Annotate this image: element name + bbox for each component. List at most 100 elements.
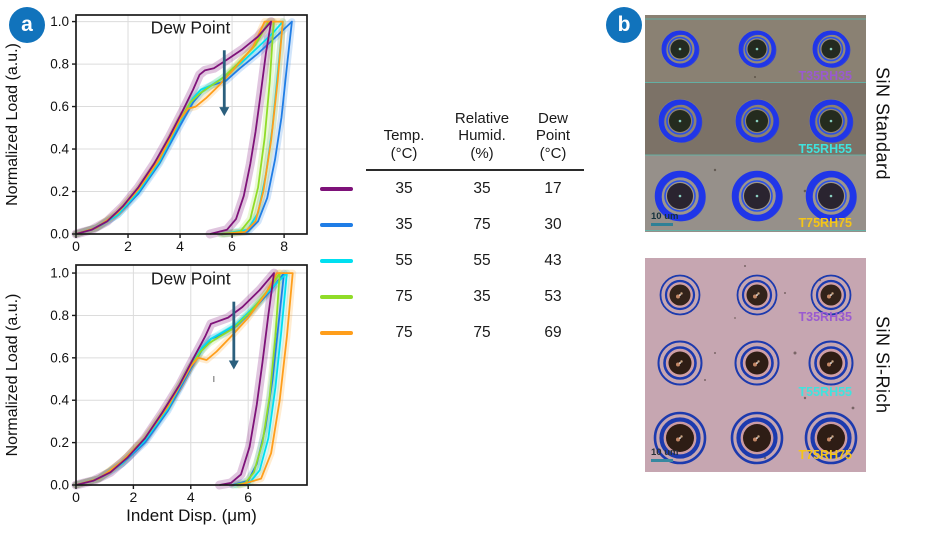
legend-temp-value: 75 bbox=[395, 323, 413, 341]
indent-outer-ring bbox=[810, 274, 852, 316]
indent-inner-ring bbox=[818, 36, 844, 62]
dew-point-annotation: Dew Point bbox=[151, 17, 231, 37]
dirt-speck bbox=[851, 406, 855, 410]
micrograph-sin-standard: T35RH35 T55RH55 T75RH75 10 um bbox=[645, 15, 866, 232]
dirt-speck bbox=[848, 448, 852, 452]
series-line-T35RH35 bbox=[75, 272, 275, 486]
dirt-speck bbox=[754, 76, 756, 78]
x-tick-label: 6 bbox=[244, 489, 252, 505]
plot-frame bbox=[75, 264, 308, 486]
legend-header-rule bbox=[366, 168, 584, 171]
condition-label-t35rh35: T35RH35 bbox=[799, 310, 853, 324]
legend-rh-value: 35 bbox=[473, 287, 491, 305]
plot-frame bbox=[75, 14, 308, 235]
dirt-speck bbox=[713, 168, 717, 172]
y-tick-label: 1.0 bbox=[50, 14, 69, 29]
center-debris bbox=[676, 294, 680, 299]
y-tick-label: 0.4 bbox=[50, 142, 69, 157]
y-tick-label: 0.8 bbox=[50, 308, 69, 323]
center-speck bbox=[829, 194, 833, 198]
legend-color-swatch bbox=[320, 222, 353, 227]
indent-outer-ring bbox=[659, 274, 701, 316]
y-axis-label: Normalized Load (a.u.) bbox=[4, 43, 21, 206]
indent-mid-ring bbox=[736, 417, 778, 459]
condition-label-t55rh55: T55RH55 bbox=[799, 142, 853, 156]
center-speck bbox=[755, 119, 759, 123]
legend-rh-value: 55 bbox=[473, 251, 491, 269]
indent-inner-ring bbox=[743, 107, 771, 135]
indent-mid-ring bbox=[663, 346, 697, 380]
center-debris bbox=[680, 435, 683, 438]
center-debris bbox=[827, 437, 831, 442]
dirt-speck bbox=[842, 317, 844, 319]
indent-mid-ring bbox=[740, 346, 774, 380]
load-displacement-chart-si-rich: 0 2 4 6 0.0 0.2 0.4 0.6 0.8 1.0 Dew Point Normalize… bbox=[4, 264, 308, 525]
dew-point-arrowhead bbox=[219, 107, 230, 117]
panel-a-badge: a bbox=[9, 7, 45, 43]
y-tick-label: 0.0 bbox=[50, 227, 69, 242]
center-debris bbox=[831, 360, 834, 363]
y-tick-label: 0.0 bbox=[50, 478, 69, 493]
indent-inner-ring bbox=[744, 36, 770, 62]
dirt-speck bbox=[803, 396, 807, 400]
center-speck bbox=[678, 194, 682, 198]
indent-outer-ring bbox=[658, 99, 702, 143]
indent-inner-ring bbox=[817, 107, 845, 135]
legend-dew-value: 53 bbox=[544, 287, 562, 305]
center-speck bbox=[756, 362, 758, 364]
center-speck bbox=[755, 47, 759, 51]
x-tick-label: 6 bbox=[228, 238, 236, 254]
legend-swatch-cell bbox=[320, 243, 366, 279]
x-tick-label: 0 bbox=[72, 489, 80, 505]
center-speck bbox=[830, 294, 832, 296]
indent-mid-ring bbox=[815, 279, 847, 311]
center-debris bbox=[757, 292, 760, 295]
center-speck bbox=[755, 194, 759, 198]
legend-color-swatch bbox=[320, 294, 353, 299]
dirt-speck bbox=[763, 456, 767, 460]
micrograph-image-si-rich: T35RH35 T55RH55 T75RH75 10 um bbox=[645, 258, 866, 472]
x-tick-label: 2 bbox=[124, 238, 132, 254]
indent-mid-ring bbox=[814, 346, 848, 380]
indent-mid-ring bbox=[810, 417, 852, 459]
indent-inner-ring bbox=[667, 36, 693, 62]
center-debris bbox=[753, 362, 757, 367]
legend-temp-value: 55 bbox=[395, 251, 413, 269]
legend-dew-value: 69 bbox=[544, 323, 562, 341]
indent-inner-ring bbox=[664, 180, 696, 212]
micrograph-sin-si-rich: T35RH35 T55RH55 T75RH75 10 um bbox=[645, 258, 866, 472]
x-axis-label: Indent Disp. (μm) bbox=[126, 506, 257, 525]
center-debris bbox=[757, 360, 760, 363]
center-debris bbox=[680, 292, 683, 295]
scale-bar bbox=[651, 459, 673, 462]
legend-dew-value: 43 bbox=[544, 251, 562, 269]
legend-corner-spacer bbox=[320, 162, 366, 169]
legend-temp-value: 35 bbox=[395, 215, 413, 233]
series-line-T75RH75 bbox=[75, 20, 284, 235]
indent-outer-ring bbox=[734, 340, 780, 386]
legend-color-swatch bbox=[320, 186, 353, 191]
indent-outer-ring bbox=[808, 340, 854, 386]
legend-header-rh: Relative Humid. (%) bbox=[454, 110, 510, 162]
legend-temp-value: 75 bbox=[395, 287, 413, 305]
scale-bar bbox=[651, 223, 673, 226]
side-label-sin-si-rich: SiN Si-Rich bbox=[872, 316, 893, 414]
legend-temp-value: 35 bbox=[395, 179, 413, 197]
center-debris bbox=[676, 362, 680, 367]
center-speck bbox=[679, 437, 681, 439]
legend-dew-value: 17 bbox=[544, 179, 562, 197]
indent-inner-ring bbox=[666, 107, 694, 135]
center-debris bbox=[827, 362, 831, 367]
x-tick-label: 0 bbox=[72, 238, 80, 254]
indent-outer-ring bbox=[738, 30, 776, 68]
indent-outer-ring bbox=[809, 99, 853, 143]
dirt-speck bbox=[744, 265, 746, 267]
center-speck bbox=[830, 362, 832, 364]
indent-outer-ring bbox=[661, 30, 699, 68]
center-speck bbox=[756, 437, 758, 439]
center-speck bbox=[756, 294, 758, 296]
dirt-speck bbox=[734, 317, 736, 319]
indent-mid-ring bbox=[664, 279, 696, 311]
y-tick-label: 0.6 bbox=[50, 99, 69, 114]
